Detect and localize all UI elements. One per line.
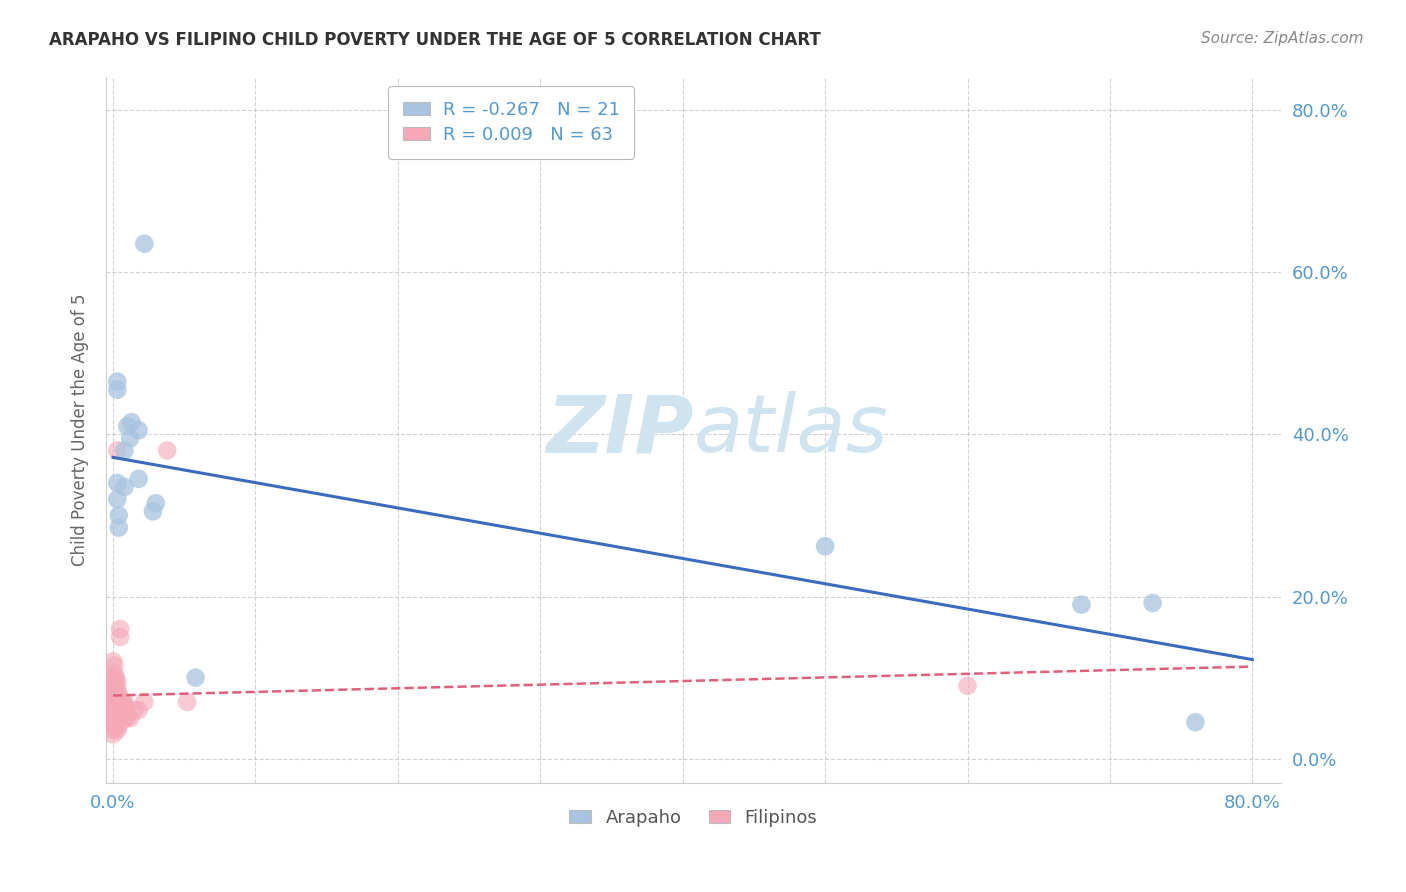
- Point: [176, 695, 198, 709]
- Point: [101, 671, 124, 685]
- Point: [120, 711, 142, 725]
- Text: ZIP: ZIP: [546, 392, 693, 469]
- Point: [120, 431, 142, 445]
- Point: [111, 703, 134, 717]
- Point: [124, 703, 146, 717]
- Point: [105, 723, 128, 738]
- Point: [101, 679, 124, 693]
- Point: [110, 711, 132, 725]
- Point: [103, 707, 125, 722]
- Point: [107, 711, 129, 725]
- Point: [105, 375, 128, 389]
- Point: [103, 666, 125, 681]
- Point: [112, 703, 135, 717]
- Point: [1070, 598, 1092, 612]
- Point: [1142, 596, 1164, 610]
- Point: [105, 674, 128, 689]
- Point: [105, 690, 128, 705]
- Point: [107, 703, 129, 717]
- Point: [104, 671, 127, 685]
- Point: [142, 504, 165, 518]
- Point: [104, 707, 127, 722]
- Point: [101, 687, 124, 701]
- Point: [101, 695, 124, 709]
- Point: [111, 711, 134, 725]
- Point: [128, 703, 150, 717]
- Point: [134, 695, 156, 709]
- Point: [110, 703, 132, 717]
- Point: [104, 711, 127, 725]
- Point: [184, 671, 207, 685]
- Point: [1184, 715, 1206, 730]
- Point: [103, 711, 125, 725]
- Point: [117, 711, 139, 725]
- Point: [112, 443, 135, 458]
- Point: [101, 707, 124, 722]
- Point: [105, 698, 128, 713]
- Point: [103, 698, 125, 713]
- Point: [108, 711, 131, 725]
- Point: [108, 630, 131, 644]
- Point: [156, 443, 179, 458]
- Point: [103, 658, 125, 673]
- Point: [104, 687, 127, 701]
- Point: [117, 419, 139, 434]
- Text: atlas: atlas: [693, 392, 889, 469]
- Point: [128, 423, 150, 437]
- Y-axis label: Child Poverty Under the Age of 5: Child Poverty Under the Age of 5: [72, 294, 89, 566]
- Point: [105, 682, 128, 697]
- Point: [121, 415, 143, 429]
- Point: [101, 727, 124, 741]
- Point: [101, 719, 124, 733]
- Point: [104, 703, 127, 717]
- Point: [112, 695, 135, 709]
- Point: [104, 719, 127, 733]
- Point: [112, 480, 135, 494]
- Point: [104, 715, 127, 730]
- Point: [101, 654, 124, 668]
- Point: [110, 695, 132, 709]
- Point: [111, 695, 134, 709]
- Point: [107, 687, 129, 701]
- Point: [105, 475, 128, 490]
- Point: [101, 711, 124, 725]
- Point: [134, 236, 156, 251]
- Point: [105, 443, 128, 458]
- Point: [101, 723, 124, 738]
- Point: [956, 679, 979, 693]
- Legend: Arapaho, Filipinos: Arapaho, Filipinos: [562, 802, 825, 834]
- Point: [814, 539, 837, 553]
- Point: [108, 622, 131, 636]
- Text: Source: ZipAtlas.com: Source: ZipAtlas.com: [1201, 31, 1364, 46]
- Point: [107, 719, 129, 733]
- Point: [103, 690, 125, 705]
- Point: [105, 492, 128, 507]
- Point: [101, 715, 124, 730]
- Point: [103, 674, 125, 689]
- Point: [103, 682, 125, 697]
- Point: [107, 508, 129, 523]
- Point: [101, 703, 124, 717]
- Point: [104, 695, 127, 709]
- Point: [112, 711, 135, 725]
- Point: [105, 707, 128, 722]
- Text: ARAPAHO VS FILIPINO CHILD POVERTY UNDER THE AGE OF 5 CORRELATION CHART: ARAPAHO VS FILIPINO CHILD POVERTY UNDER …: [49, 31, 821, 49]
- Point: [108, 703, 131, 717]
- Point: [104, 679, 127, 693]
- Point: [105, 383, 128, 397]
- Point: [145, 496, 167, 510]
- Point: [107, 520, 129, 534]
- Point: [128, 472, 150, 486]
- Point: [107, 695, 129, 709]
- Point: [117, 703, 139, 717]
